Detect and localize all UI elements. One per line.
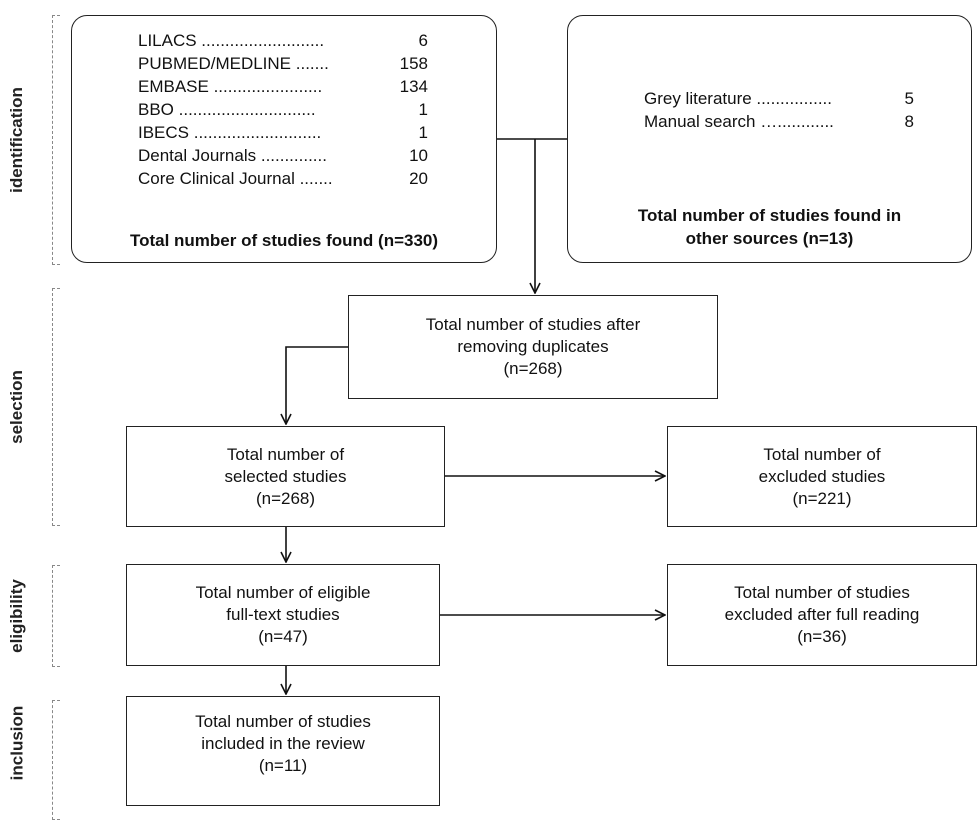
database-name: IBECS ...........................	[138, 123, 322, 142]
eligible-line1: Total number of eligible	[195, 583, 371, 602]
excluded-full-reading-box: Total number of studies excluded after f…	[667, 564, 977, 666]
other-sources-total-line1: Total number of studies found in	[637, 206, 902, 225]
database-count: 1	[418, 100, 428, 119]
eligible-count: (n=47)	[258, 627, 308, 646]
after-duplicates-box: Total number of studies after removing d…	[348, 295, 718, 399]
excluded-studies-box: Total number of excluded studies (n=221)	[667, 426, 977, 527]
database-name: LILACS ..........................	[138, 31, 325, 50]
excluded-full-count: (n=36)	[797, 627, 847, 646]
excluded-line2: excluded studies	[758, 466, 886, 486]
excluded-line1: Total number of	[763, 444, 881, 464]
other-sources-list: Grey literature ................ 5 Manua…	[644, 88, 914, 134]
eligibility-bracket	[52, 565, 60, 667]
other-source-name: Grey literature ................	[644, 89, 832, 108]
database-row: BBO ............................. 1	[138, 99, 428, 121]
database-name: Core Clinical Journal .......	[138, 169, 333, 188]
other-source-count: 5	[904, 89, 914, 108]
selected-line2: selected studies	[224, 466, 347, 486]
eligible-studies-box: Total number of eligible full-text studi…	[126, 564, 440, 666]
database-row: LILACS .......................... 6	[138, 30, 428, 52]
selected-count: (n=268)	[255, 488, 316, 508]
other-sources-total-line2: other sources (n=13)	[685, 229, 854, 248]
database-name: BBO .............................	[138, 100, 316, 119]
after-duplicates-line2: removing duplicates	[457, 337, 609, 356]
identification-bracket	[52, 15, 60, 265]
database-name: Dental Journals ..............	[138, 146, 327, 165]
included-studies-box: Total number of studies included in the …	[126, 696, 440, 806]
database-row: Dental Journals .............. 10	[138, 145, 428, 167]
database-row: EMBASE ....................... 134	[138, 76, 428, 98]
database-count: 6	[418, 31, 428, 50]
database-count: 134	[399, 77, 428, 96]
database-list: LILACS .......................... 6 PUBM…	[138, 30, 428, 195]
eligible-line2: full-text studies	[226, 605, 340, 624]
other-source-row: Manual search …............ 8	[644, 111, 914, 133]
included-count: (n=11)	[258, 756, 308, 775]
excluded-count: (n=221)	[792, 488, 852, 508]
other-source-name: Manual search …............	[644, 112, 834, 131]
database-count: 158	[399, 54, 428, 73]
selected-studies-box: Total number of selected studies (n=268)	[126, 426, 445, 527]
excluded-full-line2: excluded after full reading	[724, 605, 920, 624]
included-line1: Total number of studies	[195, 712, 371, 731]
included-line2: included in the review	[201, 734, 365, 753]
database-row: IBECS ........................... 1	[138, 122, 428, 144]
database-count: 10	[409, 146, 428, 165]
after-duplicates-line1: Total number of studies after	[425, 315, 641, 334]
selected-line1: Total number of	[226, 444, 345, 464]
databases-box: LILACS .......................... 6 PUBM…	[71, 15, 497, 263]
database-row: PUBMED/MEDLINE ....... 158	[138, 53, 428, 75]
excluded-full-line1: Total number of studies	[734, 583, 910, 602]
other-source-count: 8	[904, 112, 914, 131]
database-row: Core Clinical Journal ....... 20	[138, 168, 428, 190]
flow-connectors	[0, 138, 977, 795]
after-duplicates-count: (n=268)	[503, 359, 563, 378]
selection-bracket	[52, 288, 60, 526]
database-name: PUBMED/MEDLINE .......	[138, 54, 329, 73]
other-source-row: Grey literature ................ 5	[644, 88, 914, 110]
connector-to-selected	[286, 346, 348, 424]
other-sources-box: Grey literature ................ 5 Manua…	[567, 15, 972, 263]
databases-total: Total number of studies found (n=330)	[129, 231, 439, 250]
database-count: 20	[409, 169, 428, 188]
other-sources-total: Total number of studies found in other s…	[568, 204, 971, 250]
database-name: EMBASE .......................	[138, 77, 323, 96]
database-count: 1	[418, 123, 428, 142]
